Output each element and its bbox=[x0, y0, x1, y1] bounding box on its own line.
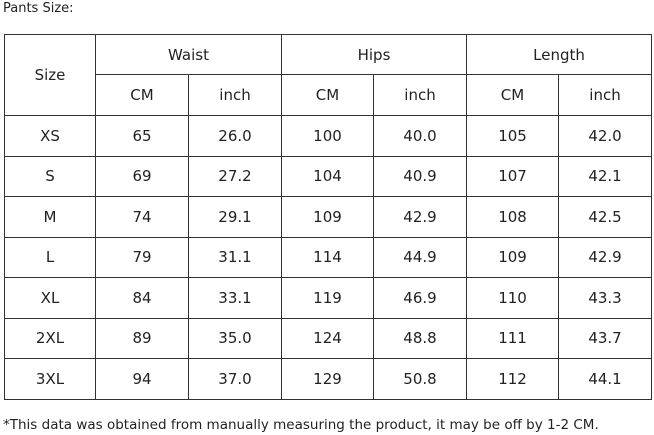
value-cell: 42.1 bbox=[558, 155, 653, 197]
value-cell: 42.9 bbox=[558, 236, 653, 278]
value-cell: 35.0 bbox=[188, 317, 282, 359]
value-cell: 114 bbox=[281, 236, 374, 278]
unit-header: CM bbox=[95, 74, 189, 116]
value-cell: 40.9 bbox=[372, 155, 468, 197]
table-row: 2XL 89 35.0 124 48.8 111 43.7 bbox=[4, 317, 653, 359]
value-cell: 69 bbox=[95, 155, 189, 197]
table-row: S 69 27.2 104 40.9 107 42.1 bbox=[4, 155, 653, 197]
value-cell: 105 bbox=[466, 115, 560, 157]
value-cell: 26.0 bbox=[188, 115, 282, 157]
value-cell: 40.0 bbox=[372, 115, 468, 157]
value-cell: 111 bbox=[466, 317, 560, 359]
size-cell: 3XL bbox=[4, 358, 96, 400]
size-cell: XL bbox=[4, 277, 96, 319]
value-cell: 110 bbox=[466, 277, 560, 319]
value-cell: 109 bbox=[281, 196, 374, 238]
value-cell: 84 bbox=[95, 277, 189, 319]
unit-header: inch bbox=[188, 74, 282, 116]
value-cell: 31.1 bbox=[188, 236, 282, 278]
unit-header: inch bbox=[558, 74, 653, 116]
value-cell: 100 bbox=[281, 115, 374, 157]
size-cell: XS bbox=[4, 115, 96, 157]
value-cell: 44.9 bbox=[372, 236, 468, 278]
value-cell: 119 bbox=[281, 277, 374, 319]
value-cell: 108 bbox=[466, 196, 560, 238]
value-cell: 33.1 bbox=[188, 277, 282, 319]
unit-header: CM bbox=[466, 74, 560, 116]
footnote: *This data was obtained from manually me… bbox=[3, 417, 599, 433]
size-cell: S bbox=[4, 155, 96, 197]
value-cell: 37.0 bbox=[188, 358, 282, 400]
unit-header: CM bbox=[281, 74, 374, 116]
value-cell: 46.9 bbox=[372, 277, 468, 319]
table-row: L 79 31.1 114 44.9 109 42.9 bbox=[4, 236, 653, 278]
table-row: CM inch CM inch CM inch bbox=[5, 74, 653, 116]
value-cell: 43.3 bbox=[558, 277, 653, 319]
title: Pants Size: bbox=[3, 1, 74, 16]
size-table: Size Waist Hips Length CM inch CM inch CM inch XS 6… bbox=[4, 34, 653, 400]
value-cell: 42.9 bbox=[372, 196, 468, 238]
value-cell: 79 bbox=[95, 236, 189, 278]
unit-header: inch bbox=[372, 74, 468, 116]
value-cell: 42.5 bbox=[558, 196, 653, 238]
value-cell: 27.2 bbox=[188, 155, 282, 197]
table-row: XS 65 26.0 100 40.0 105 42.0 bbox=[4, 115, 653, 157]
value-cell: 29.1 bbox=[188, 196, 282, 238]
value-cell: 104 bbox=[281, 155, 374, 197]
value-cell: 43.7 bbox=[558, 317, 653, 359]
value-cell: 109 bbox=[466, 236, 560, 278]
size-cell: M bbox=[4, 196, 96, 238]
table-row: M 74 29.1 109 42.9 108 42.5 bbox=[4, 196, 653, 238]
value-cell: 65 bbox=[95, 115, 189, 157]
value-cell: 129 bbox=[281, 358, 374, 400]
value-cell: 124 bbox=[281, 317, 374, 359]
group-header: Length bbox=[466, 34, 653, 75]
group-header: Waist bbox=[95, 34, 282, 75]
group-header: Hips bbox=[280, 34, 468, 75]
table-row: Size Waist Hips Length bbox=[4, 34, 653, 116]
value-cell: 48.8 bbox=[372, 317, 468, 359]
size-header: Size bbox=[4, 34, 96, 116]
value-cell: 42.0 bbox=[558, 115, 653, 157]
value-cell: 112 bbox=[466, 358, 560, 400]
size-cell: L bbox=[4, 236, 96, 278]
value-cell: 74 bbox=[95, 196, 189, 238]
value-cell: 44.1 bbox=[558, 358, 653, 400]
table-row: 3XL 94 37.0 129 50.8 112 44.1 bbox=[4, 358, 653, 400]
table-row: XL 84 33.1 119 46.9 110 43.3 bbox=[4, 277, 653, 319]
size-cell: 2XL bbox=[4, 317, 96, 359]
value-cell: 89 bbox=[95, 317, 189, 359]
value-cell: 50.8 bbox=[372, 358, 468, 400]
value-cell: 94 bbox=[95, 358, 189, 400]
value-cell: 107 bbox=[466, 155, 560, 197]
